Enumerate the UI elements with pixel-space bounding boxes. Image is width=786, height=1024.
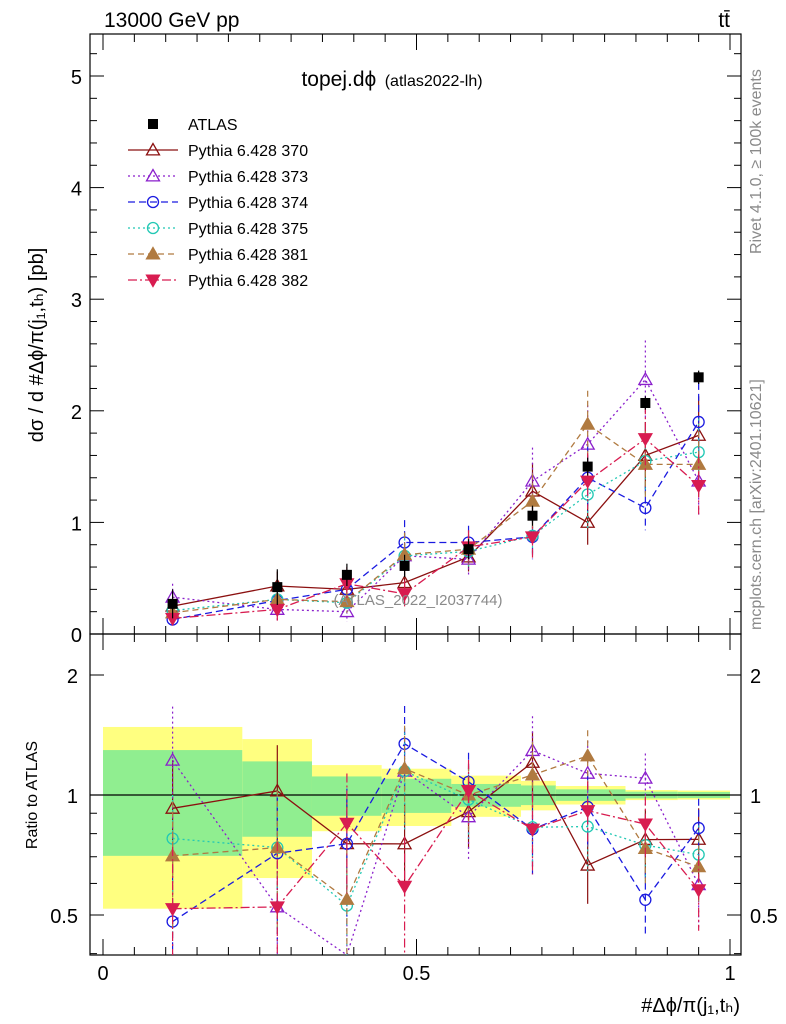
legend-label: Pythia 6.428 382 bbox=[188, 273, 308, 290]
legend-label: Pythia 6.428 375 bbox=[188, 221, 308, 238]
series-line bbox=[172, 421, 700, 621]
axes-frame bbox=[89, 33, 742, 956]
legend-entry: Pythia 6.428 381 bbox=[128, 246, 308, 264]
ratio-tick-label-right: 0.5 bbox=[750, 906, 778, 928]
data-point bbox=[463, 544, 474, 555]
legend-marker bbox=[145, 168, 161, 182]
ratio-point bbox=[691, 884, 707, 898]
analysis-watermark: (ATLAS_2022_I2037744) bbox=[333, 592, 502, 609]
y-axis-label: dσ / d #Δϕ/π(j₁,tₕ) [pb] bbox=[26, 248, 48, 442]
data-point bbox=[167, 598, 178, 609]
ratio-point bbox=[339, 891, 355, 905]
y-tick-label: 5 bbox=[71, 67, 82, 89]
energy-label: 13000 GeV pp bbox=[104, 9, 239, 32]
legend-marker bbox=[148, 119, 158, 129]
data-point bbox=[693, 372, 704, 383]
ratio-tick-label: 1 bbox=[67, 786, 78, 808]
plot-title: topej.dϕ (atlas2022-lh) bbox=[301, 68, 482, 91]
legend-marker bbox=[145, 142, 161, 156]
y-tick-label: 4 bbox=[71, 179, 82, 201]
plot-name: topej.dϕ bbox=[301, 68, 376, 91]
ratio-uncertainty-bands bbox=[103, 726, 730, 909]
ratio-point bbox=[639, 893, 652, 906]
series-point bbox=[396, 588, 413, 602]
legend-entry: Pythia 6.428 373 bbox=[128, 168, 308, 186]
y-tick-label: 3 bbox=[71, 290, 82, 312]
legend-label: Pythia 6.428 374 bbox=[188, 195, 308, 212]
ratio-tick-label: 2 bbox=[67, 666, 78, 688]
ratio-tick-label-right: 2 bbox=[750, 666, 761, 688]
data-series bbox=[167, 370, 704, 619]
rivet-version-label: Rivet 4.1.0, ≥ 100k events bbox=[748, 69, 765, 254]
data-point bbox=[582, 461, 593, 472]
x-tick-label: 0 bbox=[97, 963, 108, 985]
x-tick-label: 0.5 bbox=[403, 963, 431, 985]
ratio-point bbox=[396, 880, 413, 895]
legend-entry: ATLAS bbox=[148, 117, 238, 134]
legend-label: Pythia 6.428 370 bbox=[188, 143, 308, 160]
legend: ATLAS Pythia 6.428 370 Pythia 6.428 373 Pyt… bbox=[128, 117, 308, 290]
data-point bbox=[527, 510, 538, 521]
ratio-point bbox=[637, 770, 653, 784]
plot-ref: (atlas2022-lh) bbox=[385, 73, 483, 90]
legend-marker bbox=[146, 221, 160, 235]
legend-marker bbox=[146, 195, 160, 209]
legend-marker bbox=[145, 246, 161, 260]
ratio-point bbox=[524, 823, 541, 838]
ratio-tick-label: 0.5 bbox=[50, 906, 78, 928]
series-point bbox=[691, 456, 707, 470]
ratio-tick-label-right: 1 bbox=[750, 786, 761, 808]
legend-entry: Pythia 6.428 370 bbox=[128, 142, 308, 160]
series-point bbox=[524, 531, 541, 545]
x-tick-label: 1 bbox=[724, 963, 735, 985]
ratio-point bbox=[396, 760, 413, 775]
ratio-point bbox=[460, 784, 477, 799]
series-6 bbox=[164, 405, 707, 955]
ratio-point bbox=[164, 903, 181, 917]
series-line bbox=[172, 423, 699, 614]
series-marks bbox=[164, 340, 707, 957]
series-point bbox=[339, 593, 355, 608]
ratio-point bbox=[580, 748, 596, 762]
series-point bbox=[637, 433, 653, 447]
ratio-point bbox=[524, 767, 541, 781]
legend-label: ATLAS bbox=[188, 117, 238, 134]
tick-labels: 0 1 2 3 4 5 0.5 0.5 1 1 2 2 0 0.5 1 bbox=[50, 67, 778, 985]
data-point bbox=[272, 582, 283, 593]
series-line bbox=[172, 434, 699, 607]
series-point bbox=[691, 480, 707, 494]
legend-marker bbox=[145, 274, 161, 288]
legend-label: Pythia 6.428 381 bbox=[188, 247, 308, 264]
series-point bbox=[692, 415, 705, 429]
series-line bbox=[172, 378, 700, 613]
ratio-y-axis-label: Ratio to ATLAS bbox=[24, 741, 41, 849]
series-point bbox=[639, 501, 652, 515]
series-point bbox=[580, 416, 596, 430]
series-line bbox=[172, 451, 699, 612]
legend-entry: Pythia 6.428 382 bbox=[128, 273, 308, 290]
legend-label: Pythia 6.428 373 bbox=[188, 169, 308, 186]
y-tick-label: 0 bbox=[71, 625, 82, 647]
ratio-point bbox=[269, 901, 285, 915]
process-label: tt̄ bbox=[718, 9, 730, 32]
ratio-point bbox=[164, 752, 181, 766]
data-point bbox=[399, 560, 410, 571]
ratio-point bbox=[580, 805, 596, 819]
y-tick-label: 1 bbox=[71, 513, 82, 535]
ratio-point bbox=[691, 858, 707, 873]
series-point bbox=[580, 475, 596, 489]
ratio-point bbox=[637, 818, 653, 832]
mcplots-label: mcplots.cern.ch [arXiv:2401.10621] bbox=[748, 379, 765, 630]
legend-entry: Pythia 6.428 374 bbox=[128, 195, 308, 212]
series-point bbox=[637, 371, 653, 386]
x-axis-label: #Δϕ/π(j₁,tₕ) bbox=[641, 995, 740, 1017]
legend-entry: Pythia 6.428 375 bbox=[128, 221, 308, 238]
series-point bbox=[339, 603, 355, 618]
ratio-point bbox=[339, 817, 355, 832]
ratio-point bbox=[692, 821, 705, 835]
data-point bbox=[341, 569, 352, 580]
data-point bbox=[640, 397, 651, 408]
y-tick-label: 2 bbox=[71, 402, 82, 424]
